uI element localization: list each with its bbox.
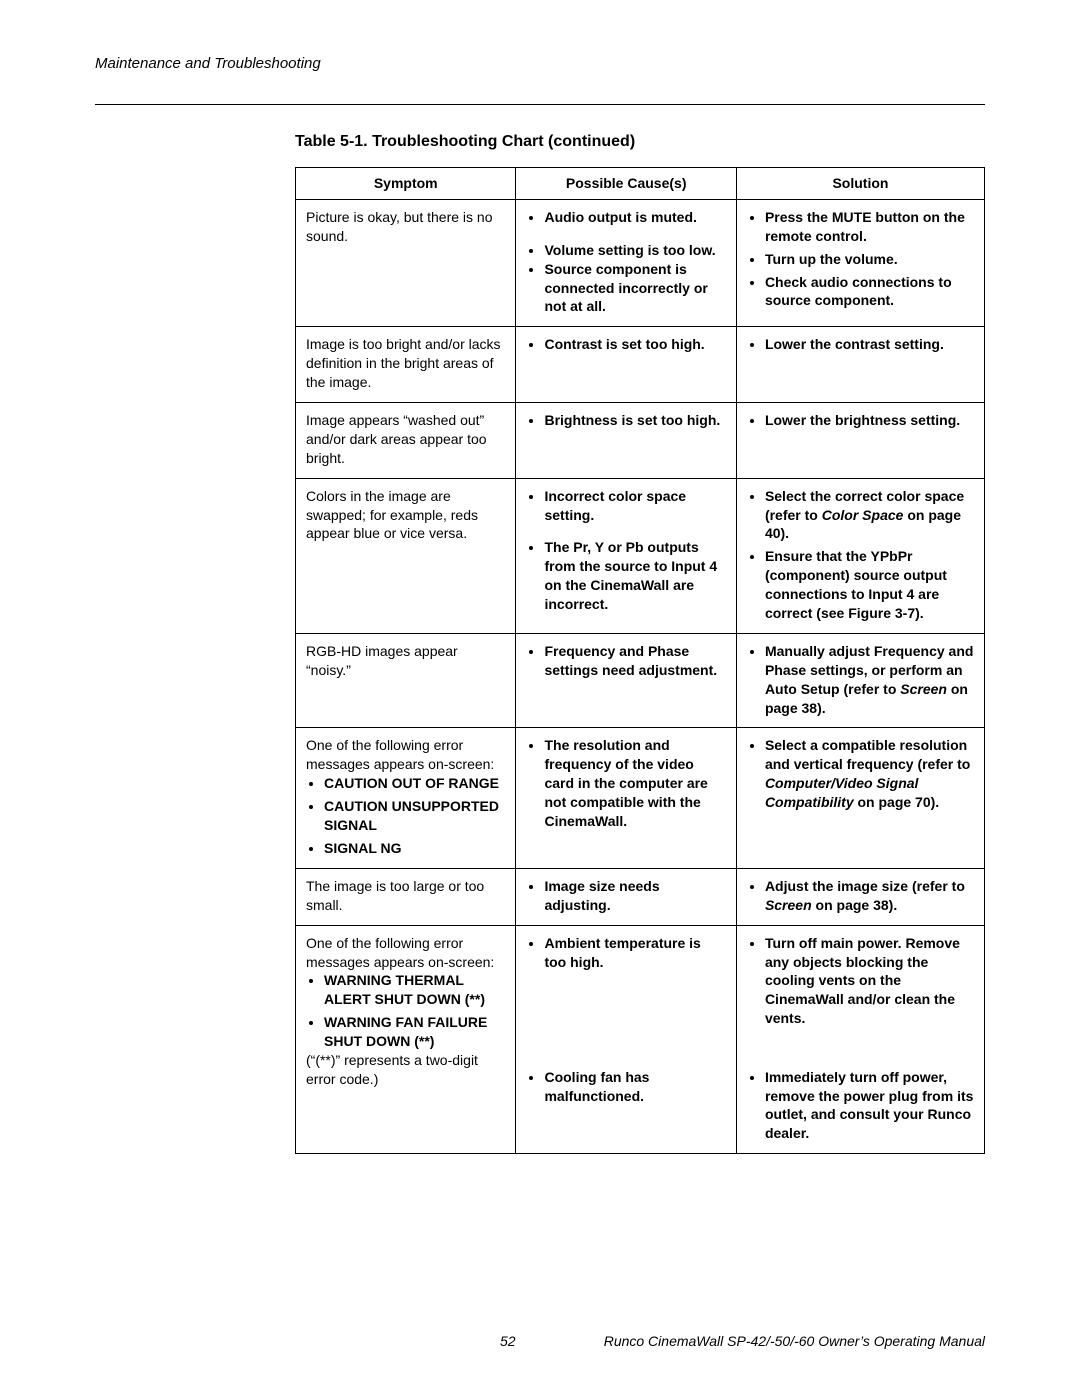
causes-cell: Contrast is set too high. — [516, 327, 736, 403]
symptom-cell: Colors in the image are swapped; for exa… — [296, 478, 516, 633]
col-solution: Solution — [736, 168, 984, 200]
section-header: Maintenance and Troubleshooting — [95, 55, 985, 72]
table-row: Colors in the image are swapped; for exa… — [296, 478, 985, 633]
solution-cell: Manually adjust Frequency and Phase sett… — [736, 633, 984, 728]
solution-cell: Turn off main power. Remove any objects … — [736, 925, 984, 1154]
list-item: Lower the contrast setting. — [765, 335, 974, 354]
solution-cell: Select the correct color space (refer to… — [736, 478, 984, 633]
causes-cell: The resolution and frequency of the vide… — [516, 728, 736, 868]
symptom-cell: One of the following error messages appe… — [296, 925, 516, 1154]
causes-cell: Brightness is set too high. — [516, 403, 736, 479]
divider — [95, 104, 985, 105]
list-item: Turn off main power. Remove any objects … — [765, 934, 974, 1064]
solution-cell: Select a compatible resolution and verti… — [736, 728, 984, 868]
list-item: Brightness is set too high. — [544, 411, 725, 430]
list-item: Ambient temperature is too high. — [544, 934, 725, 1064]
solution-cell: Lower the brightness setting. — [736, 403, 984, 479]
symptom-cell: The image is too large or too small. — [296, 868, 516, 925]
troubleshooting-table: Symptom Possible Cause(s) Solution Pictu… — [295, 167, 985, 1154]
table-row: Image appears “washed out” and/or dark a… — [296, 403, 985, 479]
list-item: Source component is connected incorrectl… — [544, 260, 725, 317]
solution-cell: Press the MUTE button on the remote cont… — [736, 199, 984, 326]
symptom-intro: One of the following error messages appe… — [306, 736, 505, 774]
list-item: Audio output is muted. — [544, 208, 725, 227]
list-item: Incorrect color space setting. — [544, 487, 725, 525]
list-item: Adjust the image size (refer to Screen o… — [765, 877, 974, 915]
symptom-note: (“(**)” represents a two-digit error cod… — [306, 1051, 505, 1089]
symptom-cell: RGB-HD images appear “noisy.” — [296, 633, 516, 728]
list-item: Select a compatible resolution and verti… — [765, 736, 974, 812]
symptom-cell: Picture is okay, but there is no sound. — [296, 199, 516, 326]
table-row: Picture is okay, but there is no sound. … — [296, 199, 985, 326]
symptom-cell: Image appears “washed out” and/or dark a… — [296, 403, 516, 479]
list-item: CAUTION OUT OF RANGE — [324, 774, 505, 793]
page-number: 52 — [500, 1333, 516, 1349]
causes-cell: Incorrect color space setting. The Pr, Y… — [516, 478, 736, 633]
doc-title: Runco CinemaWall SP-42/-50/-60 Owner’s O… — [516, 1333, 985, 1349]
list-item: The Pr, Y or Pb outputs from the source … — [544, 538, 725, 614]
list-item: Check audio connections to source compon… — [765, 273, 974, 311]
list-item: Press the MUTE button on the remote cont… — [765, 208, 974, 246]
list-item: Lower the brightness setting. — [765, 411, 974, 430]
list-item: The resolution and frequency of the vide… — [544, 736, 725, 830]
table-title: Table 5-1. Troubleshooting Chart (contin… — [295, 133, 985, 151]
list-item: SIGNAL NG — [324, 839, 505, 858]
list-item: Turn up the volume. — [765, 250, 974, 269]
list-item: CAUTION UNSUPPORTED SIGNAL — [324, 797, 505, 835]
table-row: RGB-HD images appear “noisy.” Frequency … — [296, 633, 985, 728]
list-item: Cooling fan has malfunctioned. — [544, 1068, 725, 1106]
list-item: WARNING THERMAL ALERT SHUT DOWN (**) — [324, 971, 505, 1009]
list-item: Select the correct color space (refer to… — [765, 487, 974, 544]
causes-cell: Ambient temperature is too high. Cooling… — [516, 925, 736, 1154]
table-row: One of the following error messages appe… — [296, 728, 985, 868]
list-item: Ensure that the YPbPr (component) source… — [765, 547, 974, 623]
solution-cell: Lower the contrast setting. — [736, 327, 984, 403]
causes-cell: Audio output is muted. Volume setting is… — [516, 199, 736, 326]
table-header-row: Symptom Possible Cause(s) Solution — [296, 168, 985, 200]
symptom-cell: Image is too bright and/or lacks definit… — [296, 327, 516, 403]
table-row: One of the following error messages appe… — [296, 925, 985, 1154]
page-footer: 52 Runco CinemaWall SP-42/-50/-60 Owner’… — [95, 1333, 985, 1349]
list-item: Immediately turn off power, remove the p… — [765, 1068, 974, 1144]
symptom-intro: One of the following error messages appe… — [306, 934, 505, 972]
causes-cell: Image size needs adjusting. — [516, 868, 736, 925]
col-symptom: Symptom — [296, 168, 516, 200]
symptom-cell: One of the following error messages appe… — [296, 728, 516, 868]
list-item: Volume setting is too low. — [544, 241, 725, 260]
list-item: Frequency and Phase settings need adjust… — [544, 642, 725, 680]
list-item: Manually adjust Frequency and Phase sett… — [765, 642, 974, 718]
col-causes: Possible Cause(s) — [516, 168, 736, 200]
list-item: Image size needs adjusting. — [544, 877, 725, 915]
table-row: Image is too bright and/or lacks definit… — [296, 327, 985, 403]
list-item: Contrast is set too high. — [544, 335, 725, 354]
solution-cell: Adjust the image size (refer to Screen o… — [736, 868, 984, 925]
list-item: WARNING FAN FAILURE SHUT DOWN (**) — [324, 1013, 505, 1051]
causes-cell: Frequency and Phase settings need adjust… — [516, 633, 736, 728]
table-row: The image is too large or too small. Ima… — [296, 868, 985, 925]
